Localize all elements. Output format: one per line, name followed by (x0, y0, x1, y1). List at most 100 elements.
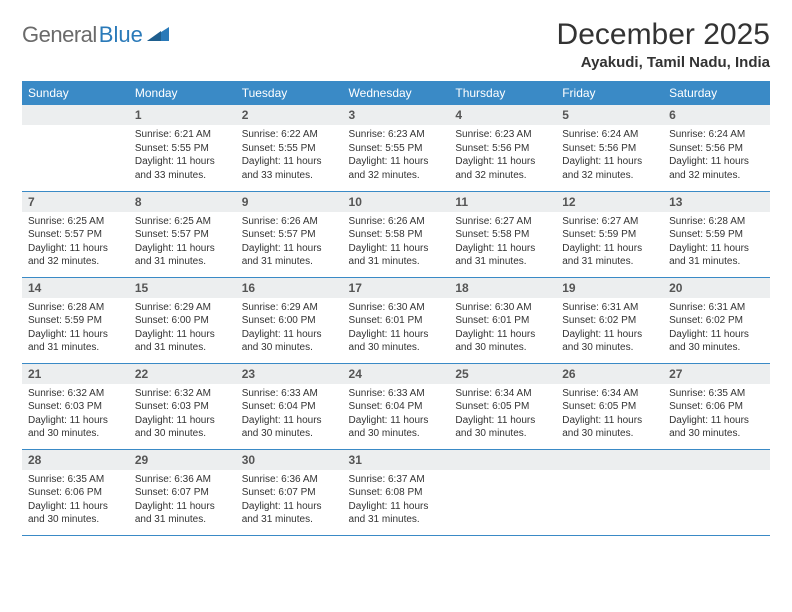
day-number: 7 (22, 192, 129, 212)
calendar-cell: 19Sunrise: 6:31 AMSunset: 6:02 PMDayligh… (556, 277, 663, 363)
day-number: 1 (129, 105, 236, 125)
day-details: Sunrise: 6:35 AMSunset: 6:06 PMDaylight:… (663, 384, 770, 446)
day-details: Sunrise: 6:34 AMSunset: 6:05 PMDaylight:… (449, 384, 556, 446)
day-details: Sunrise: 6:29 AMSunset: 6:00 PMDaylight:… (236, 298, 343, 360)
calendar-cell: 16Sunrise: 6:29 AMSunset: 6:00 PMDayligh… (236, 277, 343, 363)
day-number: 23 (236, 364, 343, 384)
day-number: 5 (556, 105, 663, 125)
day-details: Sunrise: 6:35 AMSunset: 6:06 PMDaylight:… (22, 470, 129, 532)
day-number: 31 (343, 450, 450, 470)
calendar-cell: 30Sunrise: 6:36 AMSunset: 6:07 PMDayligh… (236, 449, 343, 535)
day-number-empty (449, 450, 556, 470)
day-details: Sunrise: 6:24 AMSunset: 5:56 PMDaylight:… (663, 125, 770, 187)
day-number: 17 (343, 278, 450, 298)
day-header: Wednesday (343, 81, 450, 105)
day-number-empty (556, 450, 663, 470)
calendar-cell: 11Sunrise: 6:27 AMSunset: 5:58 PMDayligh… (449, 191, 556, 277)
day-number: 18 (449, 278, 556, 298)
logo-text-1: General (22, 22, 97, 48)
day-number: 25 (449, 364, 556, 384)
calendar-cell: 27Sunrise: 6:35 AMSunset: 6:06 PMDayligh… (663, 363, 770, 449)
header: General Blue December 2025 Ayakudi, Tami… (22, 18, 770, 71)
calendar-week: 14Sunrise: 6:28 AMSunset: 5:59 PMDayligh… (22, 277, 770, 363)
day-details: Sunrise: 6:32 AMSunset: 6:03 PMDaylight:… (22, 384, 129, 446)
day-details: Sunrise: 6:31 AMSunset: 6:02 PMDaylight:… (556, 298, 663, 360)
day-details: Sunrise: 6:36 AMSunset: 6:07 PMDaylight:… (236, 470, 343, 532)
calendar-cell: 24Sunrise: 6:33 AMSunset: 6:04 PMDayligh… (343, 363, 450, 449)
day-details: Sunrise: 6:36 AMSunset: 6:07 PMDaylight:… (129, 470, 236, 532)
title-block: December 2025 Ayakudi, Tamil Nadu, India (557, 18, 770, 71)
calendar-cell: 2Sunrise: 6:22 AMSunset: 5:55 PMDaylight… (236, 105, 343, 191)
calendar-cell: 17Sunrise: 6:30 AMSunset: 6:01 PMDayligh… (343, 277, 450, 363)
day-number: 15 (129, 278, 236, 298)
calendar-cell: 15Sunrise: 6:29 AMSunset: 6:00 PMDayligh… (129, 277, 236, 363)
calendar-cell: 12Sunrise: 6:27 AMSunset: 5:59 PMDayligh… (556, 191, 663, 277)
logo-triangle-icon (147, 25, 169, 46)
day-number: 20 (663, 278, 770, 298)
day-details: Sunrise: 6:21 AMSunset: 5:55 PMDaylight:… (129, 125, 236, 187)
calendar-cell: 8Sunrise: 6:25 AMSunset: 5:57 PMDaylight… (129, 191, 236, 277)
calendar-cell: 23Sunrise: 6:33 AMSunset: 6:04 PMDayligh… (236, 363, 343, 449)
day-number: 30 (236, 450, 343, 470)
day-details: Sunrise: 6:24 AMSunset: 5:56 PMDaylight:… (556, 125, 663, 187)
calendar-cell: 28Sunrise: 6:35 AMSunset: 6:06 PMDayligh… (22, 449, 129, 535)
day-header: Tuesday (236, 81, 343, 105)
calendar-week: 21Sunrise: 6:32 AMSunset: 6:03 PMDayligh… (22, 363, 770, 449)
day-number: 28 (22, 450, 129, 470)
day-details: Sunrise: 6:32 AMSunset: 6:03 PMDaylight:… (129, 384, 236, 446)
day-number: 22 (129, 364, 236, 384)
calendar-cell: 7Sunrise: 6:25 AMSunset: 5:57 PMDaylight… (22, 191, 129, 277)
calendar-cell: 29Sunrise: 6:36 AMSunset: 6:07 PMDayligh… (129, 449, 236, 535)
day-details: Sunrise: 6:27 AMSunset: 5:59 PMDaylight:… (556, 212, 663, 274)
calendar-cell: 5Sunrise: 6:24 AMSunset: 5:56 PMDaylight… (556, 105, 663, 191)
day-details: Sunrise: 6:30 AMSunset: 6:01 PMDaylight:… (449, 298, 556, 360)
day-number-empty (663, 450, 770, 470)
day-details: Sunrise: 6:26 AMSunset: 5:58 PMDaylight:… (343, 212, 450, 274)
calendar-cell (663, 449, 770, 535)
calendar-cell: 10Sunrise: 6:26 AMSunset: 5:58 PMDayligh… (343, 191, 450, 277)
calendar-cell: 9Sunrise: 6:26 AMSunset: 5:57 PMDaylight… (236, 191, 343, 277)
calendar-table: SundayMondayTuesdayWednesdayThursdayFrid… (22, 81, 770, 536)
day-details: Sunrise: 6:23 AMSunset: 5:55 PMDaylight:… (343, 125, 450, 187)
day-number: 24 (343, 364, 450, 384)
day-details: Sunrise: 6:25 AMSunset: 5:57 PMDaylight:… (129, 212, 236, 274)
day-number: 16 (236, 278, 343, 298)
calendar-cell: 31Sunrise: 6:37 AMSunset: 6:08 PMDayligh… (343, 449, 450, 535)
day-header-row: SundayMondayTuesdayWednesdayThursdayFrid… (22, 81, 770, 105)
day-details: Sunrise: 6:31 AMSunset: 6:02 PMDaylight:… (663, 298, 770, 360)
day-details: Sunrise: 6:34 AMSunset: 6:05 PMDaylight:… (556, 384, 663, 446)
day-details: Sunrise: 6:26 AMSunset: 5:57 PMDaylight:… (236, 212, 343, 274)
day-number: 26 (556, 364, 663, 384)
day-number: 13 (663, 192, 770, 212)
calendar-cell: 26Sunrise: 6:34 AMSunset: 6:05 PMDayligh… (556, 363, 663, 449)
day-number: 19 (556, 278, 663, 298)
calendar-cell: 22Sunrise: 6:32 AMSunset: 6:03 PMDayligh… (129, 363, 236, 449)
calendar-cell: 1Sunrise: 6:21 AMSunset: 5:55 PMDaylight… (129, 105, 236, 191)
logo: General Blue (22, 22, 169, 48)
day-number: 29 (129, 450, 236, 470)
calendar-body: 1Sunrise: 6:21 AMSunset: 5:55 PMDaylight… (22, 105, 770, 535)
day-number: 6 (663, 105, 770, 125)
day-number: 4 (449, 105, 556, 125)
calendar-cell (556, 449, 663, 535)
day-header: Monday (129, 81, 236, 105)
day-number: 9 (236, 192, 343, 212)
calendar-week: 28Sunrise: 6:35 AMSunset: 6:06 PMDayligh… (22, 449, 770, 535)
day-number: 11 (449, 192, 556, 212)
calendar-cell: 20Sunrise: 6:31 AMSunset: 6:02 PMDayligh… (663, 277, 770, 363)
calendar-cell: 13Sunrise: 6:28 AMSunset: 5:59 PMDayligh… (663, 191, 770, 277)
calendar-week: 7Sunrise: 6:25 AMSunset: 5:57 PMDaylight… (22, 191, 770, 277)
day-number: 3 (343, 105, 450, 125)
calendar-cell (449, 449, 556, 535)
calendar-cell: 4Sunrise: 6:23 AMSunset: 5:56 PMDaylight… (449, 105, 556, 191)
calendar-cell: 14Sunrise: 6:28 AMSunset: 5:59 PMDayligh… (22, 277, 129, 363)
calendar-cell: 6Sunrise: 6:24 AMSunset: 5:56 PMDaylight… (663, 105, 770, 191)
calendar-cell: 25Sunrise: 6:34 AMSunset: 6:05 PMDayligh… (449, 363, 556, 449)
day-number: 27 (663, 364, 770, 384)
calendar-week: 1Sunrise: 6:21 AMSunset: 5:55 PMDaylight… (22, 105, 770, 191)
day-details: Sunrise: 6:27 AMSunset: 5:58 PMDaylight:… (449, 212, 556, 274)
day-details: Sunrise: 6:28 AMSunset: 5:59 PMDaylight:… (22, 298, 129, 360)
day-number: 12 (556, 192, 663, 212)
day-number: 21 (22, 364, 129, 384)
calendar-cell: 18Sunrise: 6:30 AMSunset: 6:01 PMDayligh… (449, 277, 556, 363)
